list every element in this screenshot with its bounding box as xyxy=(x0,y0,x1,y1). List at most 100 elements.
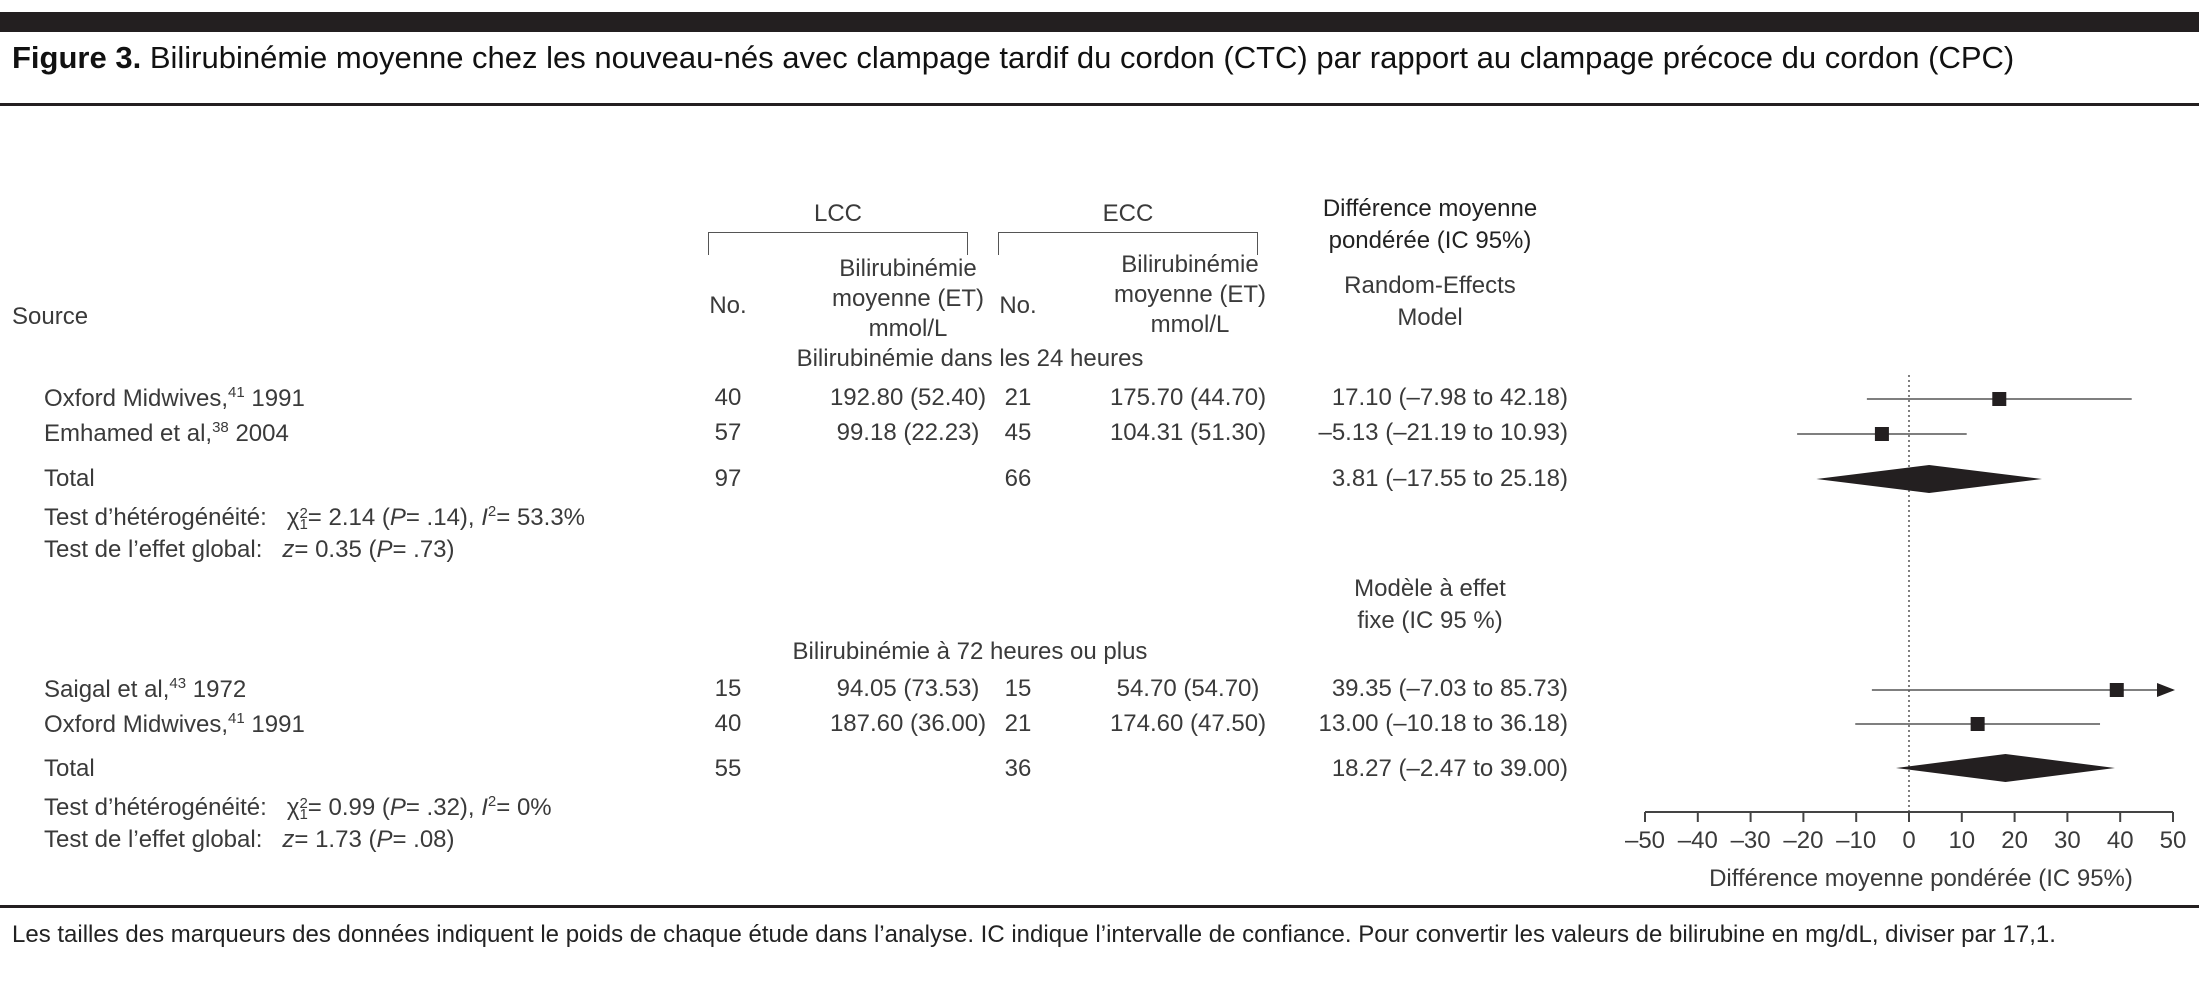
group1-total-ecc-n: 66 xyxy=(1004,465,1032,492)
group1-study1-lcc-n: 40 xyxy=(714,384,742,411)
group1-study1-ci: 17.10 (–7.98 to 42.18) xyxy=(1331,384,1568,411)
study-ref: 41 xyxy=(228,710,245,727)
group2-study2-ecc-mean: 174.60 (47.50) xyxy=(1109,710,1267,737)
het-label: Test d’hétérogénéité: xyxy=(44,504,267,531)
i-value: = 53.3% xyxy=(496,504,585,531)
chi-symbol: χ xyxy=(286,794,300,821)
study-name: Oxford Midwives, xyxy=(44,711,229,738)
study-name: Emhamed et al, xyxy=(44,420,213,447)
pooled-diamond xyxy=(1816,465,2042,493)
study-ref: 43 xyxy=(169,675,187,692)
z-symbol: z xyxy=(282,536,295,563)
group2-title: Bilirubinémie à 72 heures ou plus xyxy=(792,638,1148,665)
group2-study1-lcc-n: 15 xyxy=(714,675,742,702)
group2-study2-ecc-n: 21 xyxy=(1004,710,1032,737)
i-sup: 2 xyxy=(487,793,497,810)
x-tick-label: 30 xyxy=(2054,827,2081,854)
pooled-diamond xyxy=(1895,754,2115,782)
group1-study1-lcc-mean: 192.80 (52.40) xyxy=(829,384,987,411)
p-symbol: P xyxy=(389,504,406,531)
lcc-mean-header: Bilirubinémie moyenne (ET) mmol/L xyxy=(788,254,1028,344)
het-label: Test d’hétérogénéité: xyxy=(44,794,267,821)
study-year: 1991 xyxy=(244,711,305,738)
p-value: = .14), xyxy=(405,504,482,531)
study-year: 2004 xyxy=(228,420,289,447)
group1-overall: Test de l’effet global: z= 0.35 (P= .73) xyxy=(44,536,455,564)
overall-label: Test de l’effet global: xyxy=(44,536,263,563)
group1-total-ci: 3.81 (–17.55 to 25.18) xyxy=(1331,465,1568,492)
group1-study2-lcc-n: 57 xyxy=(714,419,742,446)
footnote: Les tailles des marqueurs des données in… xyxy=(12,921,2056,948)
x-tick-label: –10 xyxy=(1836,827,1876,854)
group1-study2-ci: –5.13 (–21.19 to 10.93) xyxy=(1318,419,1568,446)
x-tick-label: 20 xyxy=(2001,827,2028,854)
ci-arrow xyxy=(2157,683,2175,697)
chi-value: = 0.99 ( xyxy=(307,794,390,821)
group2-study1-ecc-n: 15 xyxy=(1004,675,1032,702)
model-fixed-l2: fixe (IC 95 %) xyxy=(1357,607,1503,634)
p-value: = .32), xyxy=(405,794,482,821)
study-name: Oxford Midwives, xyxy=(44,385,229,412)
study-year: 1972 xyxy=(186,676,247,703)
group1-study1-ecc-mean: 175.70 (44.70) xyxy=(1109,384,1267,411)
study-year: 1991 xyxy=(244,385,305,412)
group2-total-label: Total xyxy=(44,755,95,782)
x-tick-label: –50 xyxy=(1625,827,1665,854)
group1-study1-ecc-n: 21 xyxy=(1004,384,1032,411)
lcc-mean-header-l2: moyenne (ET) xyxy=(831,285,985,312)
model-fixed-header: Modèle à effet fixe (IC 95 %) xyxy=(1290,573,1570,637)
i-symbol: I xyxy=(481,794,488,821)
group1-total-lcc-n: 97 xyxy=(714,465,742,492)
model-fixed-l1: Modèle à effet xyxy=(1354,575,1506,602)
x-tick-label: 10 xyxy=(1948,827,1975,854)
overall-label: Test de l’effet global: xyxy=(44,826,263,853)
study-name: Saigal et al, xyxy=(44,676,170,703)
chi-sub: 1 xyxy=(299,515,308,533)
chi-value: = 2.14 ( xyxy=(307,504,390,531)
group1-study2-lcc-mean: 99.18 (22.23) xyxy=(836,419,980,446)
study-ref: 38 xyxy=(212,419,229,436)
point-estimate-marker xyxy=(1874,427,1889,441)
diff-header-l2: pondérée (IC 95%) xyxy=(1328,227,1532,254)
group2-total-ecc-n: 36 xyxy=(1004,755,1032,782)
diff-header: Différence moyenne pondérée (IC 95%) xyxy=(1290,193,1570,257)
z-value: = 1.73 ( xyxy=(294,826,377,853)
group2-overall: Test de l’effet global: z= 1.73 (P= .08) xyxy=(44,826,455,854)
figure-title-text: Bilirubinémie moyenne chez les nouveau-n… xyxy=(149,40,2015,75)
chi-sup: 2 xyxy=(299,794,308,812)
ecc-mean-header: Bilirubinémie moyenne (ET) mmol/L xyxy=(1070,250,1310,340)
figure-title: Figure 3. Bilirubinémie moyenne chez les… xyxy=(12,40,2014,76)
i-sup: 2 xyxy=(487,503,497,520)
ecc-no-header: No. xyxy=(999,292,1037,319)
group2-total-ci: 18.27 (–2.47 to 39.00) xyxy=(1331,755,1568,782)
p-symbol: P xyxy=(389,794,406,821)
ecc-mean-header-l3: mmol/L xyxy=(1150,311,1230,338)
model-random-l2: Model xyxy=(1397,304,1463,331)
top-bar xyxy=(0,12,2199,32)
point-estimate-marker xyxy=(1970,717,1985,731)
p-symbol: P xyxy=(376,826,393,853)
z-value: = 0.35 ( xyxy=(294,536,377,563)
x-tick-label: –40 xyxy=(1678,827,1718,854)
group2-study1-lcc-mean: 94.05 (73.53) xyxy=(836,675,980,702)
group2-study1-ecc-mean: 54.70 (54.70) xyxy=(1116,675,1260,702)
figure-label: Figure 3. xyxy=(12,40,142,75)
point-estimate-marker xyxy=(2109,683,2124,697)
point-estimate-marker xyxy=(1992,392,2007,406)
group1-study2-name: Emhamed et al,38 2004 xyxy=(44,419,289,448)
group2-total-lcc-n: 55 xyxy=(714,755,742,782)
group2-study1-name: Saigal et al,43 1972 xyxy=(44,675,246,704)
i-value: = 0% xyxy=(496,794,552,821)
model-random-header: Random-Effects Model xyxy=(1290,270,1570,334)
x-tick-label: –30 xyxy=(1731,827,1771,854)
group1-total-label: Total xyxy=(44,465,95,492)
group1-title: Bilirubinémie dans les 24 heures xyxy=(796,345,1144,372)
lcc-mean-header-l3: mmol/L xyxy=(868,315,948,342)
group2-study2-ci: 13.00 (–10.18 to 36.18) xyxy=(1318,710,1568,737)
ecc-header: ECC xyxy=(1102,200,1154,227)
x-axis-label: Différence moyenne pondérée (IC 95%) xyxy=(1709,865,2133,892)
group2-study1-ci: 39.35 (–7.03 to 85.73) xyxy=(1331,675,1568,702)
group2-heterogeneity: Test d’hétérogénéité: χ 2 1 = 0.99 (P= .32)… xyxy=(44,793,552,822)
lcc-no-header: No. xyxy=(709,292,747,319)
lcc-bracket xyxy=(708,232,968,255)
